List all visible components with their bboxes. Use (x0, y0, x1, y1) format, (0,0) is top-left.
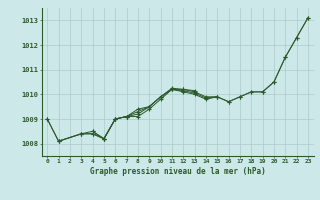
X-axis label: Graphe pression niveau de la mer (hPa): Graphe pression niveau de la mer (hPa) (90, 167, 266, 176)
